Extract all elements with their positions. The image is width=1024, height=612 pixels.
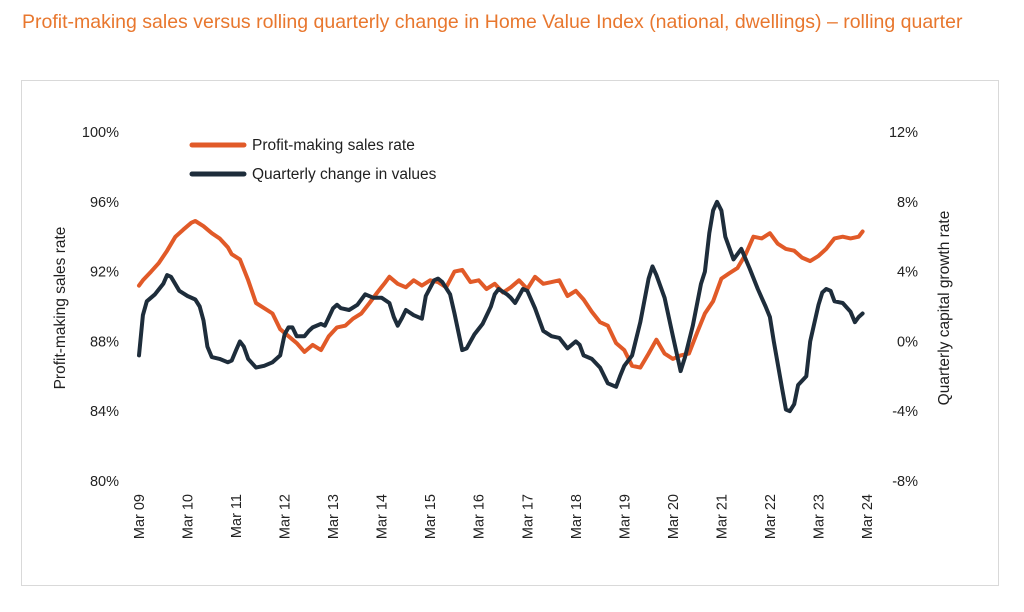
x-tick-label: Mar 17 <box>520 494 536 539</box>
chart-frame <box>21 80 999 586</box>
right-axis-ticks: 12% 8% 4% 0% -4% -8% <box>889 125 918 490</box>
series-line-quarterly-change-in-values <box>137 199 865 414</box>
y-tick-label: 92% <box>90 265 119 281</box>
y2-tick-label: 0% <box>897 334 918 350</box>
x-tick-label: Mar 15 <box>423 494 439 539</box>
x-tick-label: Mar 12 <box>278 494 294 539</box>
series-lines <box>137 199 865 414</box>
y-tick-label: 80% <box>90 474 119 490</box>
x-tick-label: Mar 21 <box>714 494 730 539</box>
x-tick-label: Mar 14 <box>375 494 391 539</box>
x-tick-label: Mar 24 <box>860 494 876 539</box>
y-tick-label: 88% <box>90 334 119 350</box>
right-axis-title: Quarterly capital growth rate <box>936 211 953 406</box>
x-tick-label: Mar 23 <box>811 494 827 539</box>
x-axis-ticks: Mar 09 Mar 10 Mar 11 Mar 12 Mar 13 Mar 14 Mar … <box>132 494 876 539</box>
x-tick-label: Mar 09 <box>132 494 148 539</box>
series-line-profit-making-sales-rate <box>137 219 865 370</box>
x-tick-label: Mar 20 <box>666 494 682 539</box>
y2-tick-label: 8% <box>897 195 918 211</box>
y2-tick-label: 4% <box>897 265 918 281</box>
left-axis-title: Profit-making sales rate <box>52 227 69 390</box>
y2-tick-label: -4% <box>892 404 918 420</box>
left-axis-ticks: 100% 96% 92% 88% 84% 80% <box>82 125 119 490</box>
legend: Profit-making sales rate Quarterly chang… <box>189 137 437 183</box>
x-tick-label: Mar 10 <box>181 494 197 539</box>
legend-label-quarterly-change: Quarterly change in values <box>252 166 437 183</box>
legend-label-profit-making: Profit-making sales rate <box>252 137 415 154</box>
x-tick-label: Mar 11 <box>229 494 245 538</box>
x-tick-label: Mar 13 <box>326 494 342 539</box>
x-tick-label: Mar 22 <box>763 494 779 539</box>
y-tick-label: 100% <box>82 125 119 141</box>
y2-tick-label: -8% <box>892 474 918 490</box>
chart-title: Profit-making sales versus rolling quart… <box>22 11 963 33</box>
y-tick-label: 84% <box>90 404 119 420</box>
x-tick-label: Mar 19 <box>617 494 633 539</box>
x-tick-label: Mar 16 <box>472 494 488 539</box>
y2-tick-label: 12% <box>889 125 918 141</box>
y-tick-label: 96% <box>90 195 119 211</box>
x-tick-label: Mar 18 <box>569 494 585 539</box>
